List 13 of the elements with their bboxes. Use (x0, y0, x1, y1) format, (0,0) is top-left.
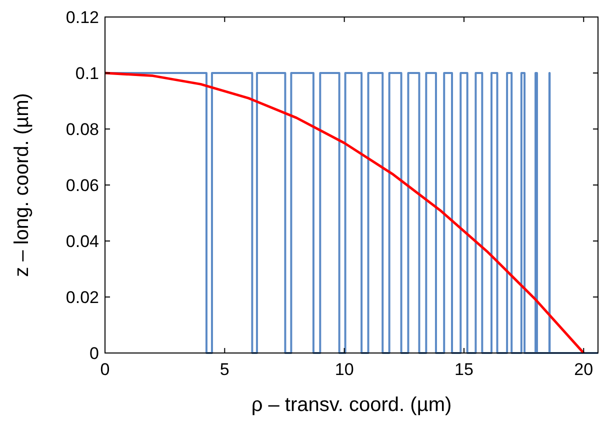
y-axis-title: z – long. coord. (µm) (11, 93, 33, 277)
x-tick-label: 20 (574, 360, 594, 379)
y-tick-label: 0.12 (66, 8, 99, 27)
y-tick-label: 0 (90, 344, 99, 363)
y-tick-label: 0.1 (75, 64, 99, 83)
y-tick-label: 0.02 (66, 288, 99, 307)
x-axis-title: ρ – transv. coord. (µm) (251, 394, 452, 416)
y-tick-label: 0.08 (66, 120, 99, 139)
x-tick-label: 10 (334, 360, 354, 379)
x-tick-label: 5 (220, 360, 230, 379)
y-tick-label: 0.06 (66, 176, 99, 195)
y-tick-label: 0.04 (66, 232, 99, 251)
x-tick-label: 15 (454, 360, 474, 379)
